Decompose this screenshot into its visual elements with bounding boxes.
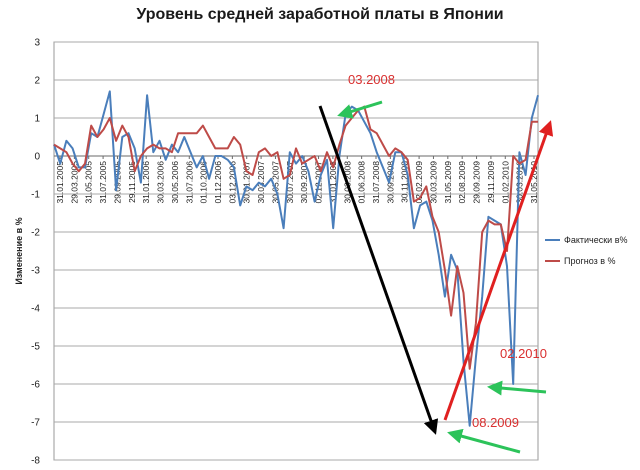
y-tick-label: 0: [34, 152, 40, 163]
green-arrow-0308: [337, 100, 383, 119]
x-tick-label: 31.07.2005: [98, 161, 108, 204]
x-tick-label: 01.12.2006: [213, 161, 223, 204]
annotation-02-2010: 02.2010: [500, 346, 547, 361]
x-tick-label: 29.11.2005: [127, 161, 137, 203]
plot-frame: [53, 41, 539, 461]
x-tick-label: 01.10.2006: [199, 161, 209, 204]
x-tick-label: 29.11.2009: [486, 161, 496, 203]
annotation-08-2009: 08.2009: [472, 415, 519, 430]
x-tick-label: 01.06.2008: [357, 161, 367, 204]
grid-layer: [53, 41, 539, 461]
x-tick-label: 30.03.2006: [156, 161, 166, 204]
black-down-arrow: [318, 105, 439, 435]
y-tick-label: -5: [31, 342, 40, 353]
x-tick-label: 30.05.2007: [270, 161, 280, 204]
y-axis-label: Изменение в %: [14, 217, 24, 284]
series-layer: [53, 90, 539, 427]
x-tick-label: 31.01.2006: [141, 161, 151, 204]
x-tick-label: 31.01.2005: [55, 161, 65, 204]
x-tick-label: 30.07.2007: [285, 161, 295, 204]
red-up-arrow: [443, 120, 554, 421]
y-tick-label: -8: [31, 456, 40, 467]
x-tick-label: 31.07.2006: [184, 161, 194, 204]
y-tick-label: -3: [31, 266, 40, 277]
y-tick-label: -2: [31, 228, 40, 239]
legend-layer: Фактически в% Прогноз в %: [545, 235, 627, 266]
x-tick-label: 30.05.2006: [170, 161, 180, 204]
x-tick-label: 31.05.2009: [443, 161, 453, 204]
y-tick-label: 3: [34, 38, 40, 49]
x-tick-label: 30.09.2008: [385, 161, 395, 204]
chart-title: Уровень средней заработной платы в Япони…: [136, 6, 504, 23]
y-tick-label: -7: [31, 418, 40, 429]
x-tick-label: 30.03.2007: [256, 161, 266, 204]
annot-layer: 03.2008 02.2010 08.2009: [348, 72, 547, 430]
x-tick-label: 03.12.2006: [227, 161, 237, 204]
x-tick-label: 31.01.2008: [328, 161, 338, 204]
x-tick-label: 02.08.2009: [457, 161, 467, 204]
x-tick-label: 02.02.2009: [414, 161, 424, 204]
overlay-layer: [318, 100, 554, 454]
y-tick-label: -6: [31, 380, 40, 391]
x-tick-label: 01.02.2010: [500, 161, 510, 204]
x-tick-label: 31.05.2010: [529, 161, 539, 204]
annotation-03-2008: 03.2008: [348, 72, 395, 87]
y-tick-label: -1: [31, 190, 40, 201]
x-tick-label: 31.05.2005: [84, 161, 94, 204]
x-tick-label: 29.03.2005: [69, 161, 79, 204]
x-tick-label: 30.03.2009: [428, 161, 438, 204]
series-line-forecast: [53, 105, 538, 370]
x-tick-label: 30.03.2010: [515, 161, 525, 204]
y-tick-label: 1: [34, 114, 40, 125]
legend-label-actual: Фактически в%: [564, 235, 627, 245]
x-tick-label: 30.09.2007: [299, 161, 309, 204]
series-line-actual: [53, 90, 539, 427]
green-arrow-0210: [487, 380, 547, 396]
y-tick-label: 2: [34, 76, 40, 87]
x-tick-label: 29.09.2009: [472, 161, 482, 204]
x-tick-label: 30.01.2007: [242, 161, 252, 204]
legend-label-forecast: Прогноз в %: [564, 256, 616, 266]
y-tick-label: -4: [31, 304, 40, 315]
x-tick-label: 30.11.2008: [400, 161, 410, 203]
axis-layer: 3 2 1 0 -1 -2 -3 -4 -5 -6 -7 -8 Изменение в % 31.01.2…: [14, 38, 539, 467]
x-tick-label: 31.07.2008: [371, 161, 381, 204]
green-arrow-0809: [447, 428, 521, 454]
